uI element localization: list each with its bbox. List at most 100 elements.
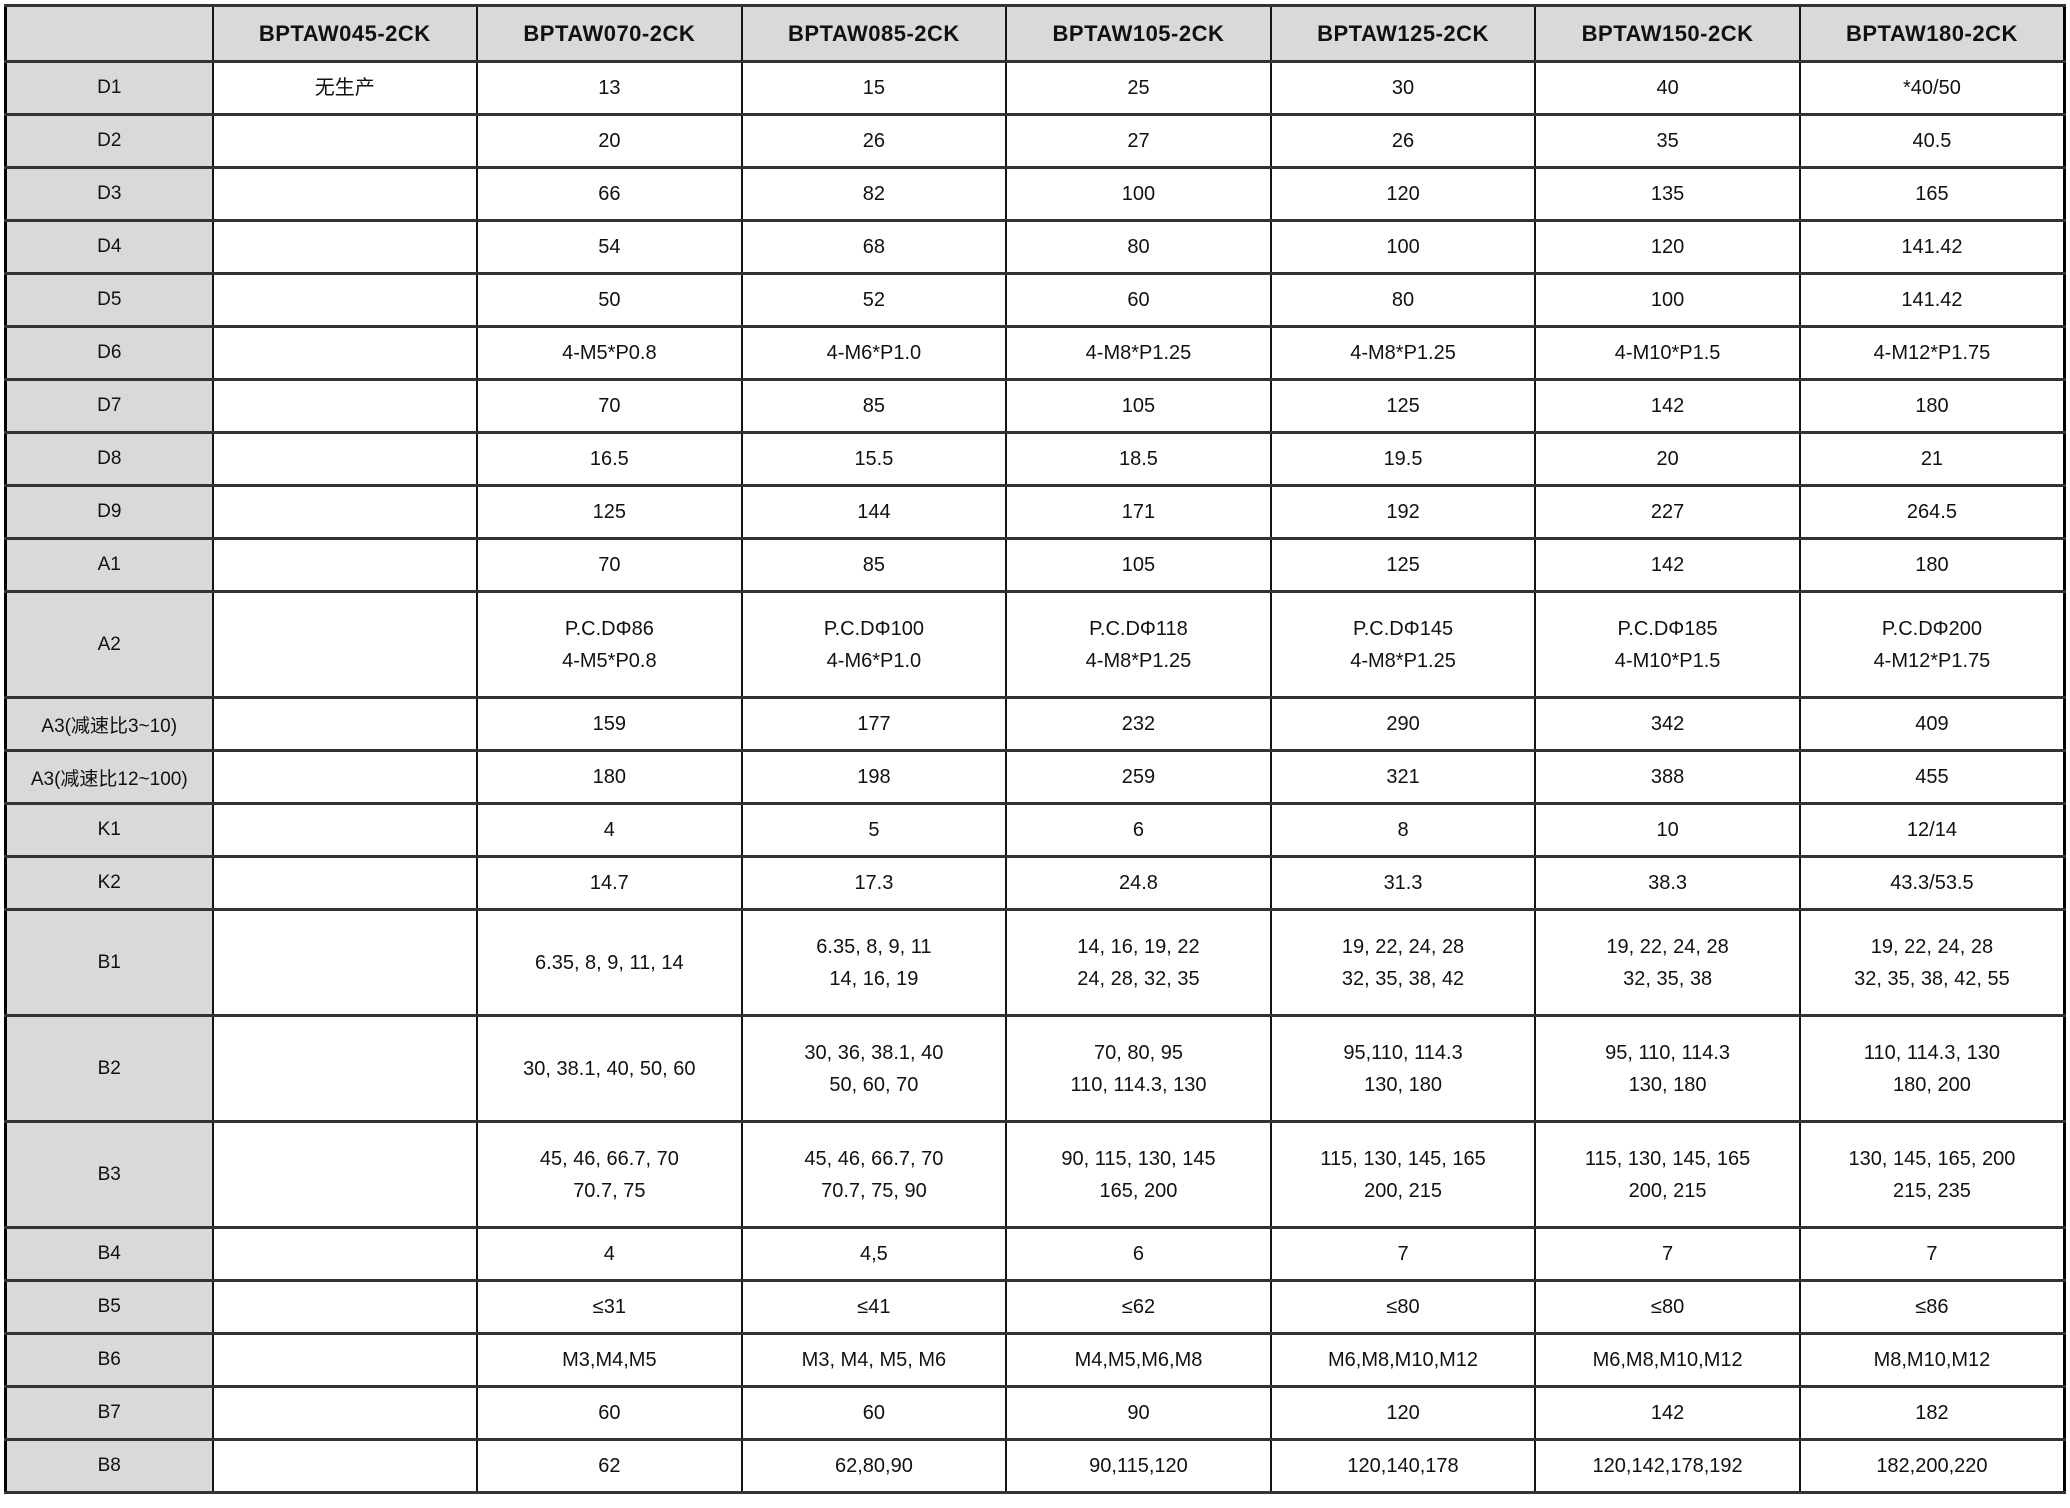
table-cell: 26 — [740, 113, 1008, 169]
table-cell: 227 — [1534, 484, 1801, 540]
table-cell: 90,115,120 — [1005, 1438, 1272, 1494]
table-row: B2 30, 38.1, 40, 50, 60 30, 36, 38.1, 40 5… — [4, 1014, 2066, 1123]
table-cell: M8,M10,M12 — [1798, 1332, 2066, 1388]
table-cell: 70 — [476, 378, 743, 434]
row-label: B3 — [4, 1120, 214, 1229]
table-cell: 70, 80, 95 110, 114.3, 130 — [1005, 1014, 1272, 1123]
table-cell — [211, 272, 479, 328]
table-row: B7 60 60 90 120 142 182 — [4, 1385, 2066, 1441]
table-cell: 120 — [1534, 219, 1801, 275]
table-cell: P.C.DΦ185 4-M10*P1.5 — [1534, 590, 1801, 699]
table-cell: 38.3 — [1534, 855, 1801, 911]
table-row: D9 125 144 171 192 227 264.5 — [4, 484, 2066, 540]
table-cell: 30, 38.1, 40, 50, 60 — [476, 1014, 743, 1123]
corner-cell — [4, 4, 214, 63]
table-cell — [211, 696, 479, 752]
table-cell: 4-M8*P1.25 — [1269, 325, 1537, 381]
table-cell: 388 — [1534, 749, 1801, 805]
table-cell: 35 — [1534, 113, 1801, 169]
table-cell — [211, 1385, 479, 1441]
table-row: D3 66 82 100 120 135 165 — [4, 166, 2066, 222]
table-cell: 409 — [1798, 696, 2066, 752]
table-cell: 135 — [1534, 166, 1801, 222]
column-header: BPTAW125-2CK — [1269, 4, 1537, 63]
table-cell: 30 — [1269, 60, 1537, 116]
table-cell: 62 — [476, 1438, 743, 1494]
table-cell: 4-M10*P1.5 — [1534, 325, 1801, 381]
table-cell: 15.5 — [740, 431, 1008, 487]
table-cell: 66 — [476, 166, 743, 222]
row-label: D2 — [4, 113, 214, 169]
table-cell: 30, 36, 38.1, 40 50, 60, 70 — [740, 1014, 1008, 1123]
row-label: D6 — [4, 325, 214, 381]
table-cell: 19.5 — [1269, 431, 1537, 487]
table-cell: 321 — [1269, 749, 1537, 805]
table-cell: M3,M4,M5 — [476, 1332, 743, 1388]
table-row: A3(减速比12~100) 180 198 259 321 388 455 — [4, 749, 2066, 805]
row-label: B4 — [4, 1226, 214, 1282]
table-cell: 144 — [740, 484, 1008, 540]
table-cell: 95, 110, 114.3 130, 180 — [1534, 1014, 1801, 1123]
row-label: A3(减速比3~10) — [4, 696, 214, 752]
table-cell: 180 — [476, 749, 743, 805]
table-row: B3 45, 46, 66.7, 70 70.7, 75 45, 46, 66.7,… — [4, 1120, 2066, 1229]
table-cell: ≤86 — [1798, 1279, 2066, 1335]
table-cell: 142 — [1534, 537, 1801, 593]
table-cell: 90, 115, 130, 145 165, 200 — [1005, 1120, 1272, 1229]
table-cell: 7 — [1269, 1226, 1537, 1282]
table-cell: 25 — [1005, 60, 1272, 116]
table-cell: 141.42 — [1798, 219, 2066, 275]
table-cell: 40.5 — [1798, 113, 2066, 169]
table-cell: 7 — [1534, 1226, 1801, 1282]
table-cell: 14.7 — [476, 855, 743, 911]
table-cell: 100 — [1005, 166, 1272, 222]
table-row: B6 M3,M4,M5 M3, M4, M5, M6 M4,M5,M6,M8 M6,M8… — [4, 1332, 2066, 1388]
table-row: D2 20 26 27 26 35 40.5 — [4, 113, 2066, 169]
table-cell: 4,5 — [740, 1226, 1008, 1282]
table-cell — [211, 802, 479, 858]
table-row: B1 6.35, 8, 9, 11, 14 6.35, 8, 9, 11 14, 1… — [4, 908, 2066, 1017]
table-cell: 105 — [1005, 378, 1272, 434]
table-cell: 159 — [476, 696, 743, 752]
table-cell: 105 — [1005, 537, 1272, 593]
table-cell: 18.5 — [1005, 431, 1272, 487]
table-cell: 110, 114.3, 130 180, 200 — [1798, 1014, 2066, 1123]
table-cell: 54 — [476, 219, 743, 275]
table-cell: 264.5 — [1798, 484, 2066, 540]
table-row: D1 无生产 13 15 25 30 40 *40/50 — [4, 60, 2066, 116]
table-cell: 171 — [1005, 484, 1272, 540]
table-cell: M6,M8,M10,M12 — [1534, 1332, 1801, 1388]
table-cell: ≤62 — [1005, 1279, 1272, 1335]
table-cell: 80 — [1005, 219, 1272, 275]
table-row: A2 P.C.DΦ86 4-M5*P0.8 P.C.DΦ100 4-M6*P1.0 P… — [4, 590, 2066, 699]
row-label: B2 — [4, 1014, 214, 1123]
table-cell: 60 — [476, 1385, 743, 1441]
table-cell: 12/14 — [1798, 802, 2066, 858]
table-cell — [211, 166, 479, 222]
table-cell: 45, 46, 66.7, 70 70.7, 75 — [476, 1120, 743, 1229]
table-cell: 455 — [1798, 749, 2066, 805]
table-row: A1 70 85 105 125 142 180 — [4, 537, 2066, 593]
table-cell: 14, 16, 19, 22 24, 28, 32, 35 — [1005, 908, 1272, 1017]
table-row: B4 4 4,5 6 7 7 7 — [4, 1226, 2066, 1282]
table-cell: 177 — [740, 696, 1008, 752]
table-cell: 16.5 — [476, 431, 743, 487]
table-cell: 4-M5*P0.8 — [476, 325, 743, 381]
table-cell: 180 — [1798, 378, 2066, 434]
table-cell: 13 — [476, 60, 743, 116]
table-cell: 4-M8*P1.25 — [1005, 325, 1272, 381]
table-cell: P.C.DΦ200 4-M12*P1.75 — [1798, 590, 2066, 699]
table-cell: 120 — [1269, 166, 1537, 222]
row-label: A1 — [4, 537, 214, 593]
table-cell — [211, 908, 479, 1017]
table-cell — [211, 1438, 479, 1494]
table-cell — [211, 749, 479, 805]
table-cell — [211, 1014, 479, 1123]
row-label: D9 — [4, 484, 214, 540]
table-cell: 232 — [1005, 696, 1272, 752]
table-cell: 6.35, 8, 9, 11 14, 16, 19 — [740, 908, 1008, 1017]
table-row: D8 16.5 15.5 18.5 19.5 20 21 — [4, 431, 2066, 487]
table-cell: 4 — [476, 1226, 743, 1282]
table-cell: 125 — [1269, 378, 1537, 434]
table-cell: 125 — [1269, 537, 1537, 593]
